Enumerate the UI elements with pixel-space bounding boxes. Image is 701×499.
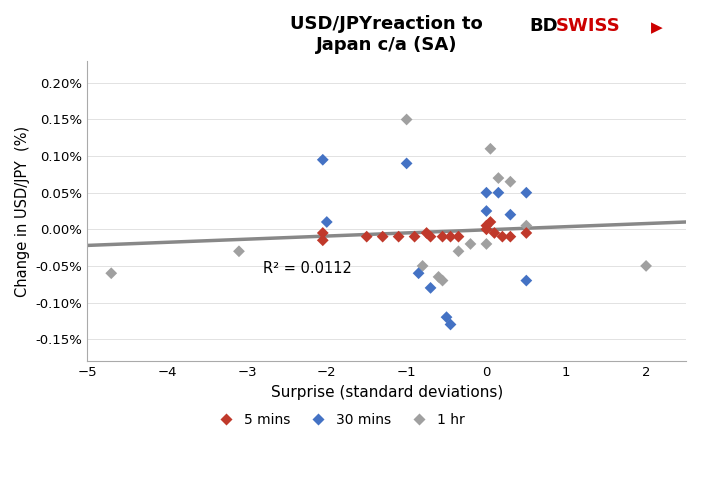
Point [409,233,420,241]
Point [481,240,492,248]
Point [441,313,452,321]
Point [521,229,532,237]
Point [393,233,404,241]
Point [465,240,476,248]
Point [425,233,436,241]
Legend: 5 mins, 30 mins, 1 hr: 5 mins, 30 mins, 1 hr [207,407,471,432]
X-axis label: Surprise (standard deviations): Surprise (standard deviations) [271,385,503,400]
Point [437,233,448,241]
Point [641,262,652,270]
Point [521,222,532,230]
Point [505,211,516,219]
Point [413,269,424,277]
Text: SWISS: SWISS [556,17,620,35]
Point [233,248,245,255]
Point [106,269,117,277]
Point [317,156,328,164]
Point [425,284,436,292]
Point [521,189,532,197]
Point [401,115,412,123]
Title: USD/JPYreaction to
Japan c/a (SA): USD/JPYreaction to Japan c/a (SA) [290,15,483,54]
Point [497,233,508,241]
Point [317,229,328,237]
Point [445,320,456,328]
Point [453,248,464,255]
Text: BD: BD [529,17,558,35]
Point [317,237,328,245]
Point [493,189,504,197]
Point [489,229,500,237]
Point [485,218,496,226]
Point [505,233,516,241]
Point [453,233,464,241]
Point [361,233,372,241]
Point [481,226,492,234]
Point [417,262,428,270]
Y-axis label: Change in USD/JPY  (%): Change in USD/JPY (%) [15,125,30,296]
Point [485,145,496,153]
Point [437,276,448,284]
Point [481,207,492,215]
Point [421,229,433,237]
Point [321,218,332,226]
Point [521,276,532,284]
Point [481,222,492,230]
Point [505,178,516,186]
Point [433,273,444,281]
Text: ▶: ▶ [651,20,662,35]
Point [401,159,412,167]
Point [493,174,504,182]
Point [377,233,388,241]
Point [445,233,456,241]
Point [481,189,492,197]
Text: R² = 0.0112: R² = 0.0112 [263,261,352,276]
